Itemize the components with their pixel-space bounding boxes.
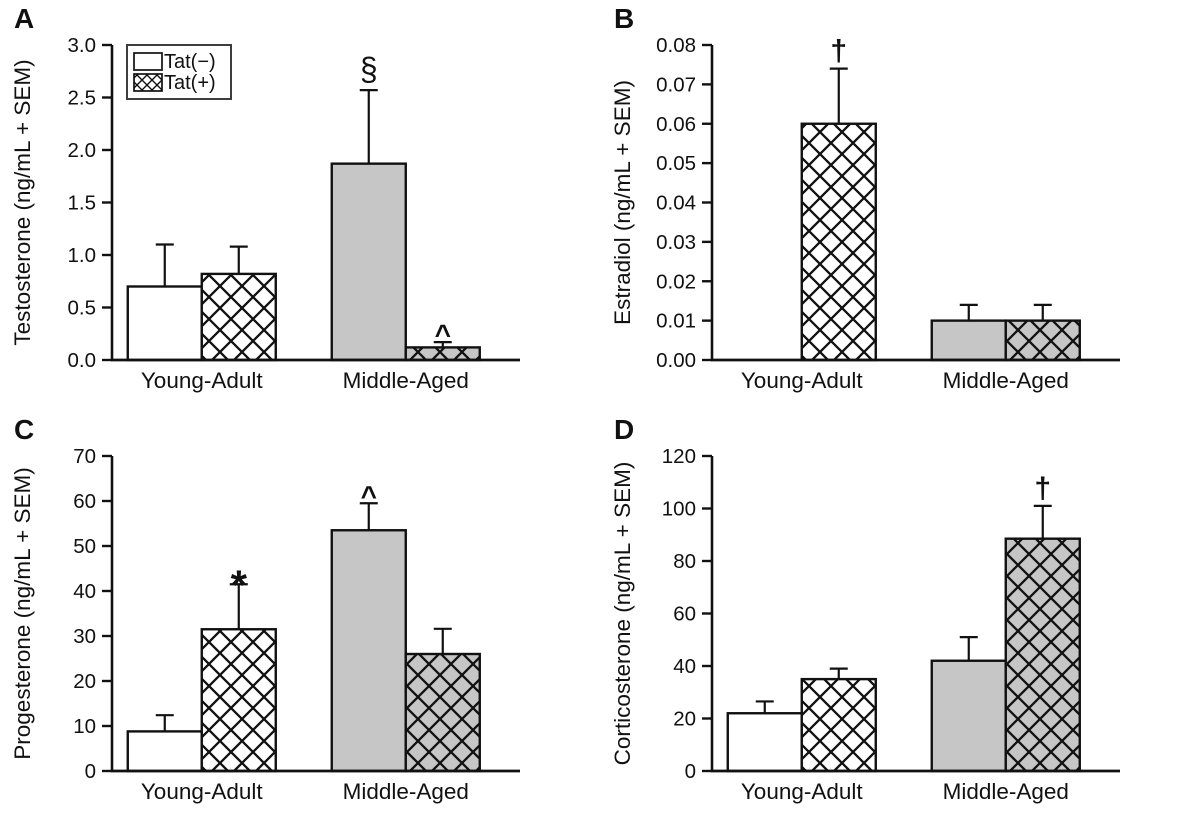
bar-young-adult-tat-neg	[127, 731, 202, 771]
significance-dagger-bar-middle-aged-tat-pos: †	[1034, 472, 1051, 505]
bar-middle-aged-tat-neg	[331, 530, 406, 771]
y-tick-label: 0	[685, 760, 696, 783]
estradiol-bar-chart: † Young-Adult Middle-Aged 0.00 0.01 0.02 0.03 0…	[610, 34, 1120, 393]
y-tick-label: 0.01	[656, 310, 696, 333]
y-tick-label: 40	[673, 655, 696, 678]
y-axis-label: Corticosterone (ng/mL + SEM)	[610, 462, 635, 766]
y-tick-label: 0.04	[656, 192, 696, 215]
legend-label-tat-pos: Tat(+)	[164, 72, 216, 94]
panel-letter-a: A	[14, 3, 35, 34]
bar-middle-aged-tat-neg	[331, 163, 406, 360]
significance-asterisk-bar-young-adult-tat-pos: *	[231, 561, 248, 608]
panel-letter-d: D	[614, 414, 635, 445]
y-tick-label: 100	[662, 498, 696, 521]
significance-section-sign-bar-middle-aged-tat-neg: §	[360, 51, 378, 87]
y-axis-label: Progesterone (ng/mL + SEM)	[10, 467, 35, 759]
panel-letter-b: B	[614, 3, 635, 34]
bar-young-adult-tat-pos-hatch	[801, 123, 876, 360]
bar-middle-aged-tat-neg	[931, 320, 1006, 360]
y-tick-label: 80	[673, 550, 696, 573]
legend-swatch-hatch-tat-pos	[134, 74, 162, 91]
progesterone-bar-chart: * Young-Adult ^ Middle-Aged 0 10 20 30 40 50 60 70 P…	[10, 445, 520, 804]
bar-young-adult-tat-pos-hatch	[801, 679, 876, 771]
y-tick-label: 0.08	[656, 34, 696, 57]
y-tick-label: 3.0	[68, 34, 97, 57]
x-category-label-middle-aged: Middle-Aged	[943, 368, 1069, 393]
y-axis-label: Testosterone (ng/mL + SEM)	[10, 59, 35, 345]
y-tick-label: 0.03	[656, 231, 696, 254]
y-tick-label: 0.06	[656, 113, 696, 136]
x-category-label-young-adult: Young-Adult	[741, 368, 864, 393]
panel-b: B † Young-Adult Middle-Aged 0.00 0.01 0.02 0.0…	[600, 0, 1200, 410]
x-category-label-middle-aged: Middle-Aged	[943, 779, 1069, 804]
significance-dagger-bar-young-adult-tat-pos: †	[830, 35, 847, 68]
x-category-label-young-adult: Young-Adult	[141, 368, 264, 393]
panel-a: A Young-Adult § ^ Middle-Aged 0.0 0.5 1.0 1.5 2.…	[0, 0, 600, 410]
bar-middle-aged-tat-neg	[931, 660, 1006, 771]
y-tick-label: 0.02	[656, 270, 696, 293]
y-tick-label: 60	[673, 603, 696, 626]
panel-letter-c: C	[14, 414, 35, 445]
y-tick-label: 20	[673, 708, 696, 731]
y-tick-label: 20	[73, 670, 96, 693]
bar-middle-aged-tat-pos-hatch	[405, 654, 480, 771]
bar-young-adult-tat-neg	[727, 713, 802, 771]
bar-young-adult-tat-pos-hatch	[201, 629, 276, 771]
y-tick-label: 2.5	[68, 87, 97, 110]
y-tick-label: 2.0	[68, 139, 97, 162]
y-tick-label: 10	[73, 715, 96, 738]
y-axis-label: Estradiol (ng/mL + SEM)	[610, 80, 635, 325]
bar-middle-aged-tat-pos-hatch	[1005, 538, 1080, 771]
y-tick-label: 0.05	[656, 152, 696, 175]
y-tick-label: 70	[73, 445, 96, 468]
legend-label-tat-neg: Tat(−)	[164, 51, 216, 73]
corticosterone-bar-chart: Young-Adult † Middle-Aged 0 20 40 60 80 100 120 Co…	[610, 445, 1120, 804]
panel-c: C * Young-Adult ^ Middle-Aged 0 10 20 30 40 50 60 7…	[0, 411, 600, 821]
y-tick-label: 0.5	[68, 297, 97, 320]
legend-swatch-tat-neg	[133, 52, 163, 71]
significance-caret-bar-middle-aged-tat-neg: ^	[361, 480, 377, 511]
testosterone-bar-chart: Young-Adult § ^ Middle-Aged 0.0 0.5 1.0 1.5 2.0 2…	[10, 34, 520, 393]
significance-caret-bar-middle-aged-tat-pos: ^	[435, 319, 451, 350]
y-tick-label: 60	[73, 490, 96, 513]
y-tick-label: 120	[662, 445, 696, 468]
y-tick-label: 1.5	[68, 192, 97, 215]
x-category-label-young-adult: Young-Adult	[741, 779, 864, 804]
legend: Tat(−)Tat(+)	[126, 44, 232, 100]
y-tick-label: 0.00	[656, 349, 696, 372]
x-category-label-middle-aged: Middle-Aged	[343, 779, 469, 804]
y-tick-label: 0	[85, 760, 96, 783]
x-category-label-young-adult: Young-Adult	[141, 779, 264, 804]
bar-middle-aged-tat-pos-hatch	[1005, 320, 1080, 360]
y-tick-label: 0.07	[656, 73, 696, 96]
x-category-label-middle-aged: Middle-Aged	[343, 368, 469, 393]
y-tick-label: 50	[73, 535, 96, 558]
bar-middle-aged-tat-pos-hatch	[405, 347, 480, 360]
bar-young-adult-tat-pos-hatch	[201, 273, 276, 360]
y-tick-label: 0.0	[68, 349, 97, 372]
y-tick-label: 30	[73, 625, 96, 648]
y-tick-label: 1.0	[68, 244, 97, 267]
y-tick-label: 40	[73, 580, 96, 603]
bar-young-adult-tat-neg	[127, 286, 202, 360]
panel-d: D Young-Adult † Middle-Aged 0 20 40 60 80 100 120…	[600, 411, 1200, 821]
